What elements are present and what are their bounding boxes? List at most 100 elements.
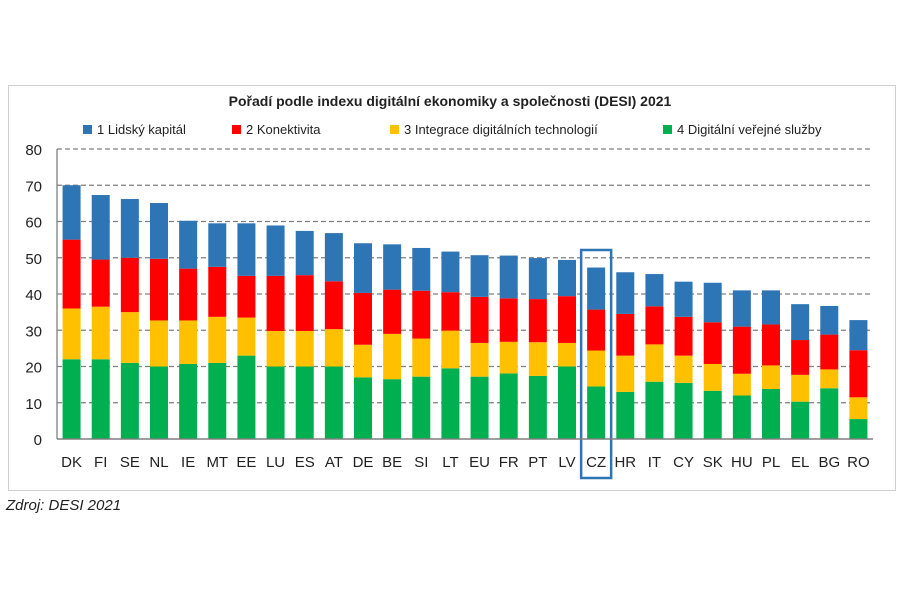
x-tick-label: CZ [586, 454, 606, 471]
bar-segment-EE-1 [237, 223, 256, 276]
bar-segment-MT-4 [208, 362, 227, 439]
x-tick-label: HR [614, 454, 636, 471]
bar-segment-DE-1 [354, 243, 372, 293]
legend-swatch [83, 125, 92, 134]
bar-segment-HR-2 [616, 313, 635, 356]
x-tick-label: LV [558, 454, 575, 471]
x-tick-label: BG [818, 454, 840, 471]
y-tick-label: 0 [34, 432, 42, 449]
x-tick-label: AT [325, 454, 343, 471]
x-tick-label: NL [149, 454, 168, 471]
bar-segment-ES-2 [295, 275, 314, 331]
bar-segment-EU-4 [470, 376, 489, 439]
x-tick-label: FR [499, 454, 519, 471]
bar-segment-CZ-2 [587, 309, 606, 351]
y-tick-label: 40 [25, 287, 42, 304]
bar-segment-SI-1 [412, 247, 431, 291]
bar-segment-SK-2 [703, 322, 722, 364]
bar-segment-SE-2 [120, 257, 139, 313]
bar-segment-FI-2 [91, 259, 110, 307]
bar-segment-NL-3 [150, 320, 168, 367]
bar-segment-PL-4 [762, 388, 780, 439]
bar-segment-PL-1 [762, 290, 780, 325]
bar-segment-SI-4 [412, 376, 431, 439]
bar-segment-BE-4 [383, 379, 402, 439]
bar-segment-HU-2 [732, 326, 751, 374]
bar-segment-FI-1 [91, 195, 110, 260]
bar-segment-LU-4 [266, 366, 285, 439]
bar-segment-LT-1 [441, 251, 460, 293]
bar-segment-CZ-4 [587, 386, 606, 439]
y-tick-label: 20 [25, 360, 42, 377]
legend-label: 1 Lidský kapitál [97, 122, 186, 137]
legend-swatch [663, 125, 672, 134]
bar-segment-LV-3 [558, 342, 576, 367]
bar-segment-SE-4 [120, 362, 139, 439]
bar-segment-MT-3 [208, 316, 227, 363]
bar-segment-EL-2 [791, 340, 810, 375]
source-note: Zdroj: DESI 2021 [6, 497, 122, 514]
legend-label: 4 Digitální veřejné služby [677, 122, 822, 137]
bar-segment-BE-3 [383, 333, 402, 380]
bar-segment-NL-2 [150, 258, 168, 321]
bar-segment-BG-2 [820, 334, 839, 370]
legend-label: 3 Integrace digitálních technologií [404, 122, 598, 137]
x-tick-label: EL [791, 454, 809, 471]
bar-segment-AT-1 [324, 233, 343, 282]
x-tick-label: LT [442, 454, 458, 471]
bar-segment-NL-4 [150, 366, 168, 439]
bar-segment-LT-4 [441, 368, 460, 439]
bar-segment-FR-4 [499, 373, 518, 439]
bar-segment-EL-4 [791, 401, 810, 439]
bar-segment-PT-3 [528, 342, 547, 376]
bar-segment-HU-4 [732, 395, 751, 439]
x-tick-label: CY [673, 454, 694, 471]
x-tick-label: FI [94, 454, 107, 471]
bar-segment-DE-2 [354, 292, 372, 345]
bar-segment-IT-1 [645, 274, 664, 307]
bar-segment-LT-3 [441, 330, 460, 369]
y-tick-label: 80 [25, 142, 42, 159]
bar-segment-PT-4 [528, 375, 547, 439]
legend-swatch [390, 125, 399, 134]
bar-segment-DK-1 [62, 185, 81, 240]
bar-segment-CZ-3 [587, 350, 606, 387]
y-tick-label: 30 [25, 323, 42, 340]
bar-segment-AT-2 [324, 281, 343, 330]
x-tick-label: ES [295, 454, 315, 471]
y-tick-label: 60 [25, 215, 42, 232]
bar-segment-SE-1 [120, 199, 139, 258]
bar-segment-CY-2 [674, 316, 693, 356]
bar-segment-LU-1 [266, 225, 285, 276]
bar-segment-IE-4 [179, 363, 198, 439]
highlight-box [579, 248, 613, 480]
bar-segment-ES-3 [295, 330, 314, 367]
bar-segment-IE-2 [179, 268, 198, 321]
bar-segment-NL-1 [150, 203, 168, 259]
bar-segment-PL-2 [762, 324, 780, 366]
x-tick-label: LU [266, 454, 285, 471]
bar-segment-RO-3 [849, 397, 868, 420]
bar-segment-EU-2 [470, 296, 489, 343]
x-tick-label: BE [382, 454, 402, 471]
legend-label: 2 Konektivita [246, 122, 321, 137]
bar-segment-EL-1 [791, 304, 810, 341]
x-tick-label: SE [120, 454, 140, 471]
bar-segment-EE-3 [237, 317, 256, 356]
bar-segment-PT-2 [528, 299, 547, 343]
x-tick-label: EE [236, 454, 256, 471]
bar-segment-CY-1 [674, 281, 693, 317]
bar-segment-IT-2 [645, 306, 664, 345]
bar-segment-EU-3 [470, 342, 489, 377]
chart-frame [8, 85, 896, 491]
bar-segment-CY-4 [674, 382, 693, 439]
bar-segment-SK-3 [703, 363, 722, 391]
x-tick-label: SI [414, 454, 428, 471]
x-tick-label: MT [206, 454, 228, 471]
bar-segment-LV-1 [558, 259, 576, 297]
bar-segment-DK-2 [62, 239, 81, 309]
bar-segment-DE-4 [354, 377, 372, 439]
x-tick-label: PL [762, 454, 780, 471]
bar-segment-BG-3 [820, 369, 839, 389]
